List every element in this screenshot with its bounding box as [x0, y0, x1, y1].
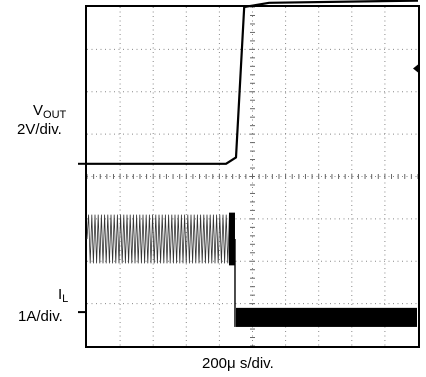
trigger-marker [413, 64, 418, 73]
x-axis-scale-label: 200μ s/div. [202, 355, 274, 372]
il-label: IL [58, 286, 69, 305]
vout-scale-label: 2V/div. [17, 121, 62, 138]
traces [86, 0, 419, 327]
il-transition-blob [228, 212, 235, 266]
vout-label: VOUT [33, 102, 67, 121]
il-switching-ripple [86, 214, 232, 264]
level-markers [78, 64, 418, 314]
il-burst-band [235, 307, 417, 327]
il-scale-label: 1A/div. [18, 308, 63, 325]
vout-trace [87, 0, 419, 165]
grid [86, 6, 419, 347]
